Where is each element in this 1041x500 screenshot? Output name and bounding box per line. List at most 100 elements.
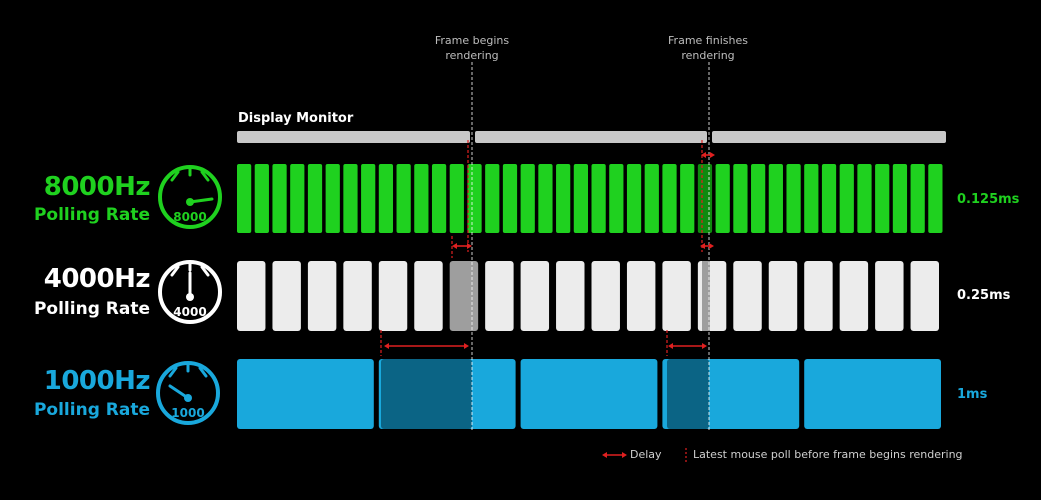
poll-block xyxy=(254,164,269,233)
poll-block xyxy=(396,164,411,233)
poll-block xyxy=(449,261,479,331)
poll-block xyxy=(804,261,833,331)
gauge-text-4000: 4000 xyxy=(173,305,206,319)
poll-block xyxy=(449,164,464,233)
poll-block xyxy=(875,164,890,233)
delay-arrow-icon xyxy=(668,343,707,349)
poll-block xyxy=(573,164,588,233)
poll-block xyxy=(272,261,301,331)
poll-block xyxy=(733,261,762,331)
poll-block xyxy=(892,164,908,233)
poll-block xyxy=(361,164,376,233)
interval-8000: 0.125ms xyxy=(957,192,1020,207)
poll-block xyxy=(697,164,713,233)
poll-block xyxy=(538,164,553,233)
interval-1000: 1ms xyxy=(957,387,988,402)
poll-block xyxy=(520,164,535,233)
poll-block xyxy=(609,164,624,233)
interval-4000: 0.25ms xyxy=(957,288,1011,303)
poll-block xyxy=(343,164,358,233)
poll-block xyxy=(485,261,514,331)
poll-block xyxy=(910,261,939,331)
poll-block xyxy=(556,261,585,331)
poll-block xyxy=(857,164,872,233)
poll-block xyxy=(591,164,606,233)
poll-block xyxy=(839,164,854,233)
poll-block xyxy=(343,261,372,331)
row-1000-hz: 1000Hz xyxy=(43,366,151,396)
poll-block xyxy=(290,164,305,233)
monitor-frames xyxy=(237,131,946,143)
poll-block xyxy=(662,261,691,331)
poll-block xyxy=(591,261,620,331)
poll-block xyxy=(520,359,658,429)
delay-arrows xyxy=(384,152,715,349)
poll-block xyxy=(768,261,798,331)
gauge-text-1000: 1000 xyxy=(171,406,204,420)
poll-block xyxy=(928,164,943,233)
row-4000-polls xyxy=(237,261,939,331)
frame-finishes-label: Frame finishes rendering xyxy=(668,34,748,62)
poll-block xyxy=(875,261,904,331)
monitor-frame-bar xyxy=(475,131,707,143)
poll-block xyxy=(307,164,323,233)
poll-block xyxy=(804,359,941,429)
poll-block xyxy=(237,164,252,233)
poll-block xyxy=(644,164,659,233)
poll-block xyxy=(414,164,429,233)
delay-arrow-icon xyxy=(452,243,472,249)
poll-block xyxy=(431,164,447,233)
row-1000-sub: Polling Rate xyxy=(33,400,150,420)
row-4000-sub: Polling Rate xyxy=(33,299,150,319)
poll-block xyxy=(626,164,642,233)
display-monitor-label: Display Monitor xyxy=(238,111,354,126)
row-8000-polls xyxy=(237,164,943,233)
poll-block xyxy=(839,261,869,331)
poll-block xyxy=(804,164,819,233)
poll-block xyxy=(307,261,337,331)
monitor-frame-bar xyxy=(237,131,470,143)
legend-poll: Latest mouse poll before frame begins re… xyxy=(693,448,963,461)
poll-block-highlight xyxy=(702,261,710,331)
poll-block-highlight xyxy=(381,359,472,429)
poll-block xyxy=(556,164,571,233)
poll-block xyxy=(786,164,801,233)
poll-block xyxy=(768,164,783,233)
frame-begins-label: Frame begins rendering xyxy=(434,34,510,62)
poll-block xyxy=(715,164,730,233)
poll-block xyxy=(378,261,408,331)
delay-arrow-icon xyxy=(602,452,627,458)
row-8000-sub: Polling Rate xyxy=(33,205,150,225)
poll-block xyxy=(414,261,443,331)
row-4000-hz: 4000Hz xyxy=(43,264,151,294)
poll-block xyxy=(325,164,340,233)
poll-block xyxy=(485,164,500,233)
poll-block-highlight xyxy=(667,359,709,429)
gauge-icon: 8000 xyxy=(158,165,222,229)
gauge-icon: 1000 xyxy=(156,361,220,425)
poll-block xyxy=(237,359,374,429)
poll-block xyxy=(751,164,766,233)
poll-block xyxy=(626,261,656,331)
gauge-text-8000: 8000 xyxy=(173,210,206,224)
poll-block xyxy=(467,164,482,233)
poll-block xyxy=(662,164,677,233)
poll-block xyxy=(733,164,748,233)
gauge-icon: 4000 xyxy=(158,260,222,324)
poll-block xyxy=(520,261,550,331)
poll-block xyxy=(910,164,925,233)
monitor-frame-bar xyxy=(712,131,946,143)
delay-arrow-icon xyxy=(384,343,469,349)
row-8000-hz: 8000Hz xyxy=(43,172,151,202)
delay-arrow-icon xyxy=(701,152,715,158)
row-1000-polls xyxy=(237,359,941,429)
legend-delay: Delay xyxy=(630,448,662,461)
delay-arrow-icon xyxy=(700,243,714,249)
poll-block xyxy=(680,164,695,233)
poll-block xyxy=(272,164,287,233)
poll-block xyxy=(378,164,394,233)
poll-block xyxy=(502,164,518,233)
poll-block xyxy=(821,164,837,233)
poll-block xyxy=(237,261,266,331)
